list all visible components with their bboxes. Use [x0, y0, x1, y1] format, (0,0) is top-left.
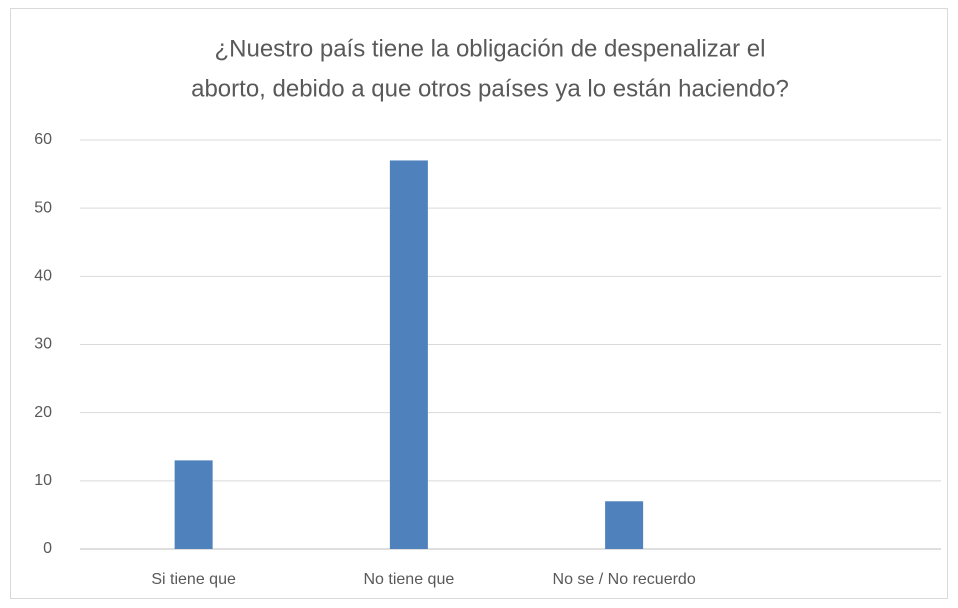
- y-tick-label: 30: [34, 336, 52, 353]
- x-tick-label: No se / No recuerdo: [553, 571, 696, 588]
- y-tick-label: 10: [34, 472, 52, 489]
- chart-border: [10, 8, 948, 599]
- x-tick-label: No tiene que: [364, 571, 455, 588]
- y-tick-label: 0: [43, 540, 52, 557]
- chart-title: aborto, debido a que otros países ya lo …: [191, 75, 789, 102]
- bar: [605, 501, 644, 549]
- y-tick-label: 50: [34, 199, 52, 216]
- bar: [389, 160, 428, 549]
- y-tick-label: 60: [34, 131, 52, 148]
- y-tick-label: 40: [34, 268, 52, 285]
- x-tick-label: Si tiene que: [151, 571, 236, 588]
- y-tick-label: 20: [34, 404, 52, 421]
- chart-title: ¿Nuestro país tiene la obligación de des…: [214, 35, 765, 62]
- bar: [174, 460, 213, 549]
